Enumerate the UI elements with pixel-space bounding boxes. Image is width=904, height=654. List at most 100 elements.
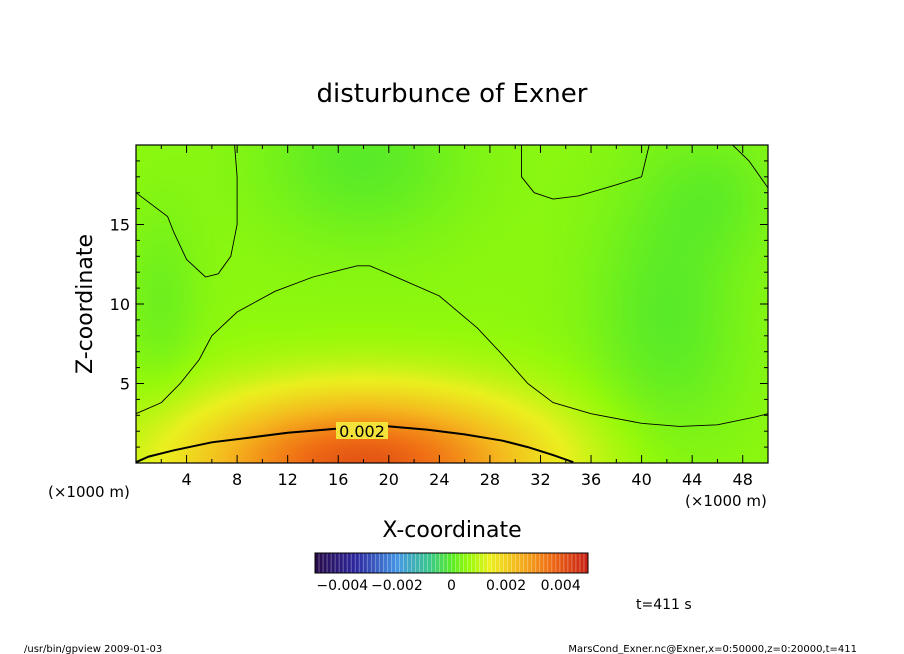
colorbar-cell [319, 553, 324, 573]
x-tick-label: 36 [581, 470, 601, 489]
colorbar-cell [467, 553, 472, 573]
colorbar-cell [563, 553, 569, 573]
colorbar-cell [527, 553, 533, 573]
colorbar-cell [483, 553, 488, 573]
colorbar-labels: −0.004 −0.002 0 0.002 0.004 [316, 578, 580, 594]
colorbar-cell [367, 553, 372, 573]
footer-right: MarsCond_Exner.nc@Exner,x=0:50000,z=0:20… [568, 644, 857, 654]
x-tick-label: 32 [530, 470, 550, 489]
contour-top-right-lobe [521, 144, 650, 200]
colorbar-cell [339, 553, 344, 573]
colorbar-cell [559, 553, 565, 573]
colorbar-cell [435, 553, 440, 573]
colorbar-tick-label: 0 [447, 578, 456, 594]
colorbar-cell [459, 553, 464, 573]
colorbar-tick-label: 0.002 [486, 578, 526, 594]
colorbar-cell [575, 553, 581, 573]
colorbar-cell [315, 553, 320, 573]
colorbar-cell [427, 553, 432, 573]
colorbar-cell [535, 553, 541, 573]
colorbar-cell [495, 553, 500, 573]
colorbar-cell [519, 553, 525, 573]
colorbar-cell [523, 553, 529, 573]
x-tick-label: 28 [480, 470, 500, 489]
colorbar-cell [555, 553, 561, 573]
colorbar-cell [539, 553, 545, 573]
colorbar-cell [439, 553, 444, 573]
y-tick-label: 5 [120, 375, 130, 394]
x-unit-right: (×1000 m) [685, 492, 767, 510]
contour-central-dome [135, 265, 769, 427]
colorbar-cell [455, 553, 460, 573]
colorbar-cell [415, 553, 420, 573]
colorbar-cell [547, 553, 553, 573]
colorbar-cell [343, 553, 348, 573]
colorbar-cell [387, 553, 392, 573]
colorbar-cell [543, 553, 549, 573]
colorbar-cell [451, 553, 456, 573]
chart-title: disturbunce of Exner [317, 79, 588, 109]
colorbar-cell [579, 553, 585, 573]
contour-label: 0.002 [339, 422, 385, 441]
colorbar-cell [327, 553, 332, 573]
colorbar-cell [375, 553, 380, 573]
y-tick-label: 10 [110, 295, 130, 314]
colorbar-cell [507, 553, 513, 573]
y-axis-label: Z-coordinate [73, 234, 98, 374]
colorbar-frame [314, 552, 589, 574]
colorbar-tick-label: −0.004 [316, 578, 368, 594]
colorbar-cell [423, 553, 428, 573]
colorbar-cell [571, 553, 577, 573]
colorbar-cell [531, 553, 537, 573]
x-tick-label: 4 [181, 470, 191, 489]
x-tick-label: 40 [631, 470, 651, 489]
colorbar-cell [447, 553, 452, 573]
colorbar-cell [515, 553, 521, 573]
colorbar-cell [491, 553, 496, 573]
footer-left: /usr/bin/gpview 2009-01-03 [24, 644, 162, 654]
colorbar-tick-label: −0.002 [371, 578, 423, 594]
colorbar-cell [407, 553, 412, 573]
colorbar-cell [395, 553, 400, 573]
colorbar-cell [583, 553, 589, 573]
x-tick-label: 8 [232, 470, 242, 489]
colorbar-cell [399, 553, 404, 573]
colorbar-cell [355, 553, 360, 573]
colorbar-cell [323, 553, 328, 573]
x-unit-left: (×1000 m) [48, 483, 130, 501]
colorbar-cell [411, 553, 416, 573]
colorbar-cell [479, 553, 484, 573]
colorbar-cell [471, 553, 476, 573]
time-label: t=411 s [636, 597, 692, 613]
colorbar-cell [475, 553, 480, 573]
contour-low-left-lobe [135, 144, 238, 278]
heatmap-field [136, 145, 768, 463]
colorbar-cell [567, 553, 573, 573]
colorbar-cell [511, 553, 517, 573]
colorbar-cell [403, 553, 408, 573]
x-tick-label: 24 [429, 470, 449, 489]
x-tick-label: 20 [379, 470, 399, 489]
colorbar-cell [391, 553, 396, 573]
x-tick-label: 16 [328, 470, 348, 489]
x-axis-label: X-coordinate [382, 518, 521, 543]
colorbar-cell [419, 553, 424, 573]
colorbar-cell [347, 553, 352, 573]
colorbar-cell [359, 553, 364, 573]
colorbar-cell [379, 553, 384, 573]
colorbar-cell [371, 553, 376, 573]
colorbar-cell [383, 553, 388, 573]
colorbar-tick-label: 0.004 [541, 578, 581, 594]
x-tick-label: 44 [682, 470, 702, 489]
colorbar-cell [351, 553, 356, 573]
colorbar-cell [331, 553, 336, 573]
colorbar-cell [335, 553, 340, 573]
contour-top-far-right [732, 144, 769, 189]
colorbar-cell [463, 553, 468, 573]
colorbar-cell [431, 553, 436, 573]
colorbar [314, 553, 589, 573]
x-tick-label: 12 [278, 470, 298, 489]
